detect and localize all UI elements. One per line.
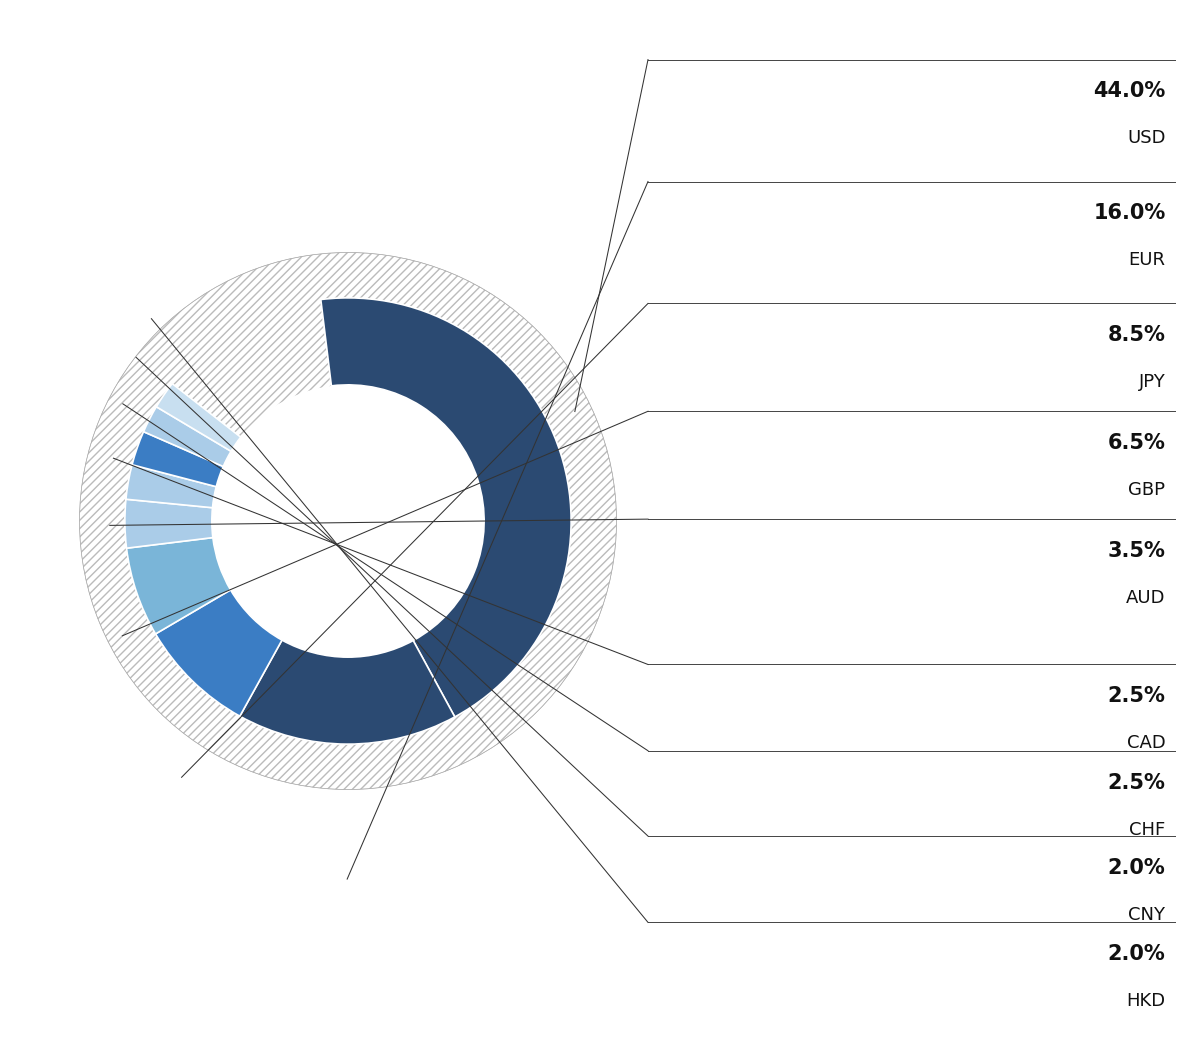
Text: 8.5%: 8.5% — [1108, 325, 1165, 345]
Circle shape — [212, 384, 484, 658]
Text: 2.0%: 2.0% — [1108, 944, 1165, 964]
Text: HKD: HKD — [1127, 992, 1165, 1010]
Text: EUR: EUR — [1128, 251, 1165, 269]
Text: 3.5%: 3.5% — [1108, 541, 1165, 561]
Wedge shape — [125, 499, 212, 548]
Text: 2.5%: 2.5% — [1108, 773, 1165, 793]
Wedge shape — [132, 431, 223, 487]
Text: 2.0%: 2.0% — [1108, 858, 1165, 878]
Wedge shape — [144, 406, 232, 467]
Text: USD: USD — [1127, 129, 1165, 147]
Text: 44.0%: 44.0% — [1093, 81, 1165, 101]
Text: CHF: CHF — [1129, 820, 1165, 839]
Text: CNY: CNY — [1128, 905, 1165, 924]
Text: 16.0%: 16.0% — [1093, 203, 1165, 223]
Wedge shape — [240, 640, 455, 744]
Wedge shape — [156, 383, 241, 451]
Text: 6.5%: 6.5% — [1108, 433, 1165, 453]
Wedge shape — [320, 298, 571, 717]
Wedge shape — [126, 538, 230, 634]
Circle shape — [220, 393, 476, 649]
Text: JPY: JPY — [1139, 373, 1165, 391]
Text: CAD: CAD — [1127, 735, 1165, 752]
Text: 2.5%: 2.5% — [1108, 687, 1165, 706]
Wedge shape — [156, 590, 282, 716]
Text: GBP: GBP — [1128, 481, 1165, 499]
Text: AUD: AUD — [1126, 589, 1165, 606]
Wedge shape — [126, 465, 216, 507]
